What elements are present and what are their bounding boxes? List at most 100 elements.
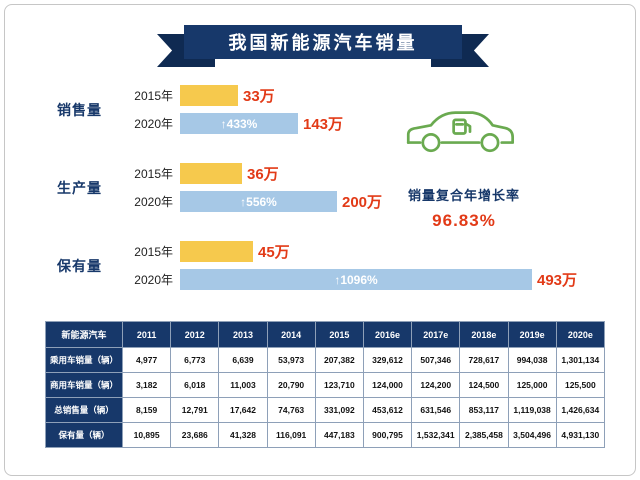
table-header: 2017e [411,321,461,348]
table-cell: 41,328 [218,422,268,448]
table-cell: 1,301,134 [555,347,606,373]
year-label: 2020年 [134,195,173,209]
table-cell: 125,500 [555,372,606,398]
table-cell: 23,686 [170,422,220,448]
bar: ↑1096% [180,269,532,290]
infographic-card: 我国新能源汽车销量 销售量 2015年 33万 2020年 ↑433% 143万生产量 20… [4,4,636,476]
row-label: 商用车销量（辆） [45,372,123,398]
chart-group: 销售量 2015年 33万 2020年 ↑433% 143万 [57,85,577,134]
row-label: 乘用车销量（辆） [45,347,123,373]
table-header: 新能源汽车 [45,321,123,348]
table-cell: 12,791 [170,397,220,423]
table-row: 商用车销量（辆） 3,182 6,018 11,003 20,790 123,710 124… [45,372,606,398]
table-cell: 123,710 [314,372,364,398]
cagr-value: 96.83% [432,211,496,230]
table-cell: 900,795 [362,422,413,448]
table-cell: 4,977 [121,347,172,373]
bar-chart: 销售量 2015年 33万 2020年 ↑433% 143万生产量 2015年 36万 2020… [57,85,577,319]
value-label: 45万 [258,244,290,261]
table-cell: 10,895 [121,422,172,448]
cagr-label: 销量复合年增长率 [407,188,520,203]
table-row: 保有量（辆） 10,895 23,686 41,328 116,091 447,183 90… [45,422,606,448]
chart-group: 保有量 2015年 45万 2020年 ↑1096% 493万 [57,241,577,290]
table-cell: 124,200 [411,372,461,398]
page-title: 我国新能源汽车销量 [184,25,462,59]
table-header: 2016e [362,321,413,348]
year-label: 2020年 [134,117,173,131]
value-label: 36万 [247,166,279,183]
table-row: 总销售量（辆） 8,159 12,791 17,642 74,763 331,092 453… [45,397,606,423]
bar-row: 2015年 33万 [121,85,343,106]
table-header: 2011 [121,321,172,348]
group-label: 保有量 [57,257,102,274]
value-label: 33万 [243,88,275,105]
table-cell: 853,117 [459,397,509,423]
table-cell: 116,091 [266,422,316,448]
table-cell: 53,973 [266,347,316,373]
table-cell: 4,931,130 [555,422,606,448]
bar [180,163,242,184]
row-label: 保有量（辆） [45,422,123,448]
group-label: 销售量 [57,101,102,118]
table-cell: 453,612 [362,397,413,423]
title-banner: 我国新能源汽车销量 [157,25,489,67]
table-cell: 447,183 [314,422,364,448]
table-cell: 6,773 [170,347,220,373]
bar-row: 2015年 36万 [121,163,382,184]
bar-row: 2020年 ↑556% 200万 [121,191,382,212]
bar: ↑433% [180,113,298,134]
table-cell: 74,763 [266,397,316,423]
data-table: 新能源汽车 2011 2012 2013 2014 2015 2016e 2017e 2018e… [45,321,606,448]
group-rows: 2015年 36万 2020年 ↑556% 200万 [121,163,382,212]
table-cell: 1,532,341 [411,422,461,448]
table-header: 2020e [555,321,606,348]
value-label: 493万 [537,272,578,289]
table-cell: 329,612 [362,347,413,373]
group-rows: 2015年 33万 2020年 ↑433% 143万 [121,85,343,134]
table-cell: 2,385,458 [459,422,509,448]
bar-row: 2020年 ↑1096% 493万 [121,269,577,290]
table-header: 2019e [507,321,557,348]
table-row: 乘用车销量（辆） 4,977 6,773 6,639 53,973 207,382 329,… [45,347,606,373]
table-cell: 1,426,634 [555,397,606,423]
bar [180,85,238,106]
chart-group: 生产量 2015年 36万 2020年 ↑556% 200万 [57,163,577,212]
table-cell: 8,159 [121,397,172,423]
table-cell: 728,617 [459,347,509,373]
growth-label: ↑433% [220,116,258,131]
table-header: 2013 [218,321,268,348]
year-label: 2015年 [134,245,173,259]
table-header: 2014 [266,321,316,348]
electric-car-icon [401,99,519,159]
row-label: 总销售量（辆） [45,397,123,423]
growth-label: ↑556% [240,194,277,209]
table-cell: 994,038 [507,347,557,373]
cagr-block: 销量复合年增长率 96.83% [388,185,540,231]
table-cell: 1,119,038 [507,397,557,423]
year-label: 2020年 [134,273,173,287]
table-cell: 331,092 [314,397,364,423]
table-cell: 124,500 [459,372,509,398]
value-label: 143万 [303,116,344,133]
group-rows: 2015年 45万 2020年 ↑1096% 493万 [121,241,577,290]
value-label: 200万 [342,194,383,211]
table-cell: 20,790 [266,372,316,398]
table-cell: 507,346 [411,347,461,373]
table-header-row: 新能源汽车 2011 2012 2013 2014 2015 2016e 2017e 2018e… [45,321,606,348]
group-label: 生产量 [57,179,102,196]
table-cell: 6,639 [218,347,268,373]
bar-row: 2020年 ↑433% 143万 [121,113,343,134]
table-header: 2018e [459,321,509,348]
growth-label: ↑1096% [334,272,378,287]
year-label: 2015年 [134,89,173,103]
table-cell: 124,000 [362,372,413,398]
bar [180,241,253,262]
table-header: 2015 [314,321,364,348]
year-label: 2015年 [134,167,173,181]
table-header: 2012 [170,321,220,348]
table-cell: 631,546 [411,397,461,423]
table-cell: 3,182 [121,372,172,398]
table-cell: 11,003 [218,372,268,398]
table-cell: 3,504,496 [507,422,557,448]
bar: ↑556% [180,191,337,212]
